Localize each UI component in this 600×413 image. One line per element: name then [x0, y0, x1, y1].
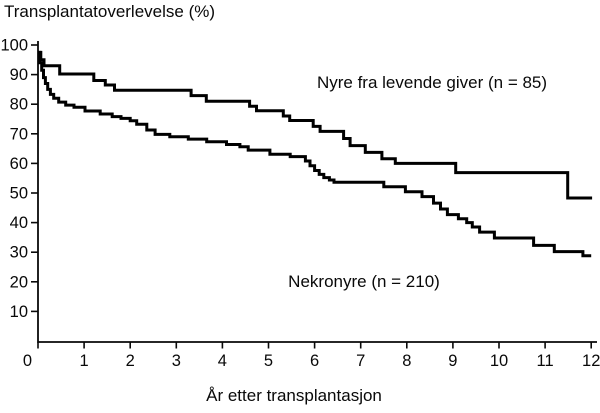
x-tick-label-11: 11 [537, 352, 554, 370]
axis-ticks [31, 44, 593, 349]
x-tick-label-5: 5 [264, 352, 273, 370]
x-tick-label-2: 2 [126, 352, 135, 370]
chart-title: Transplantatoverlevelse (%) [4, 2, 216, 21]
survival-curves [38, 50, 593, 258]
series-label-levende-giver: Nyre fra levende giver (n = 85) [316, 73, 548, 92]
y-tick-label-90: 90 [10, 66, 28, 84]
x-tick-label-0: 0 [23, 352, 32, 370]
y-tick-label-60: 60 [10, 155, 28, 173]
y-tick-label-70: 70 [10, 125, 28, 143]
x-tick-label-7: 7 [356, 352, 365, 370]
x-tick-label-10: 10 [490, 352, 508, 370]
series-label-nekronyre: Nekronyre (n = 210) [288, 272, 440, 291]
y-tick-label-100: 100 [0, 37, 28, 55]
y-tick-label-20: 20 [10, 273, 28, 291]
x-tick-label-12: 12 [582, 352, 600, 370]
y-tick-label-80: 80 [10, 96, 28, 114]
y-tick-label-50: 50 [10, 185, 28, 203]
x-tick-label-9: 9 [448, 352, 457, 370]
y-tick-label-40: 40 [10, 214, 28, 232]
x-tick-label-1: 1 [80, 352, 89, 370]
curve-nekronyre [38, 50, 592, 258]
x-tick-label-6: 6 [310, 352, 319, 370]
x-axis-label: År etter transplantasjon [206, 386, 382, 405]
y-tick-label-10: 10 [10, 303, 28, 321]
x-tick-label-4: 4 [218, 352, 227, 370]
x-tick-label-8: 8 [402, 352, 411, 370]
curve-levende-giver [38, 50, 593, 200]
x-tick-label-3: 3 [172, 352, 181, 370]
y-tick-label-30: 30 [10, 244, 28, 262]
